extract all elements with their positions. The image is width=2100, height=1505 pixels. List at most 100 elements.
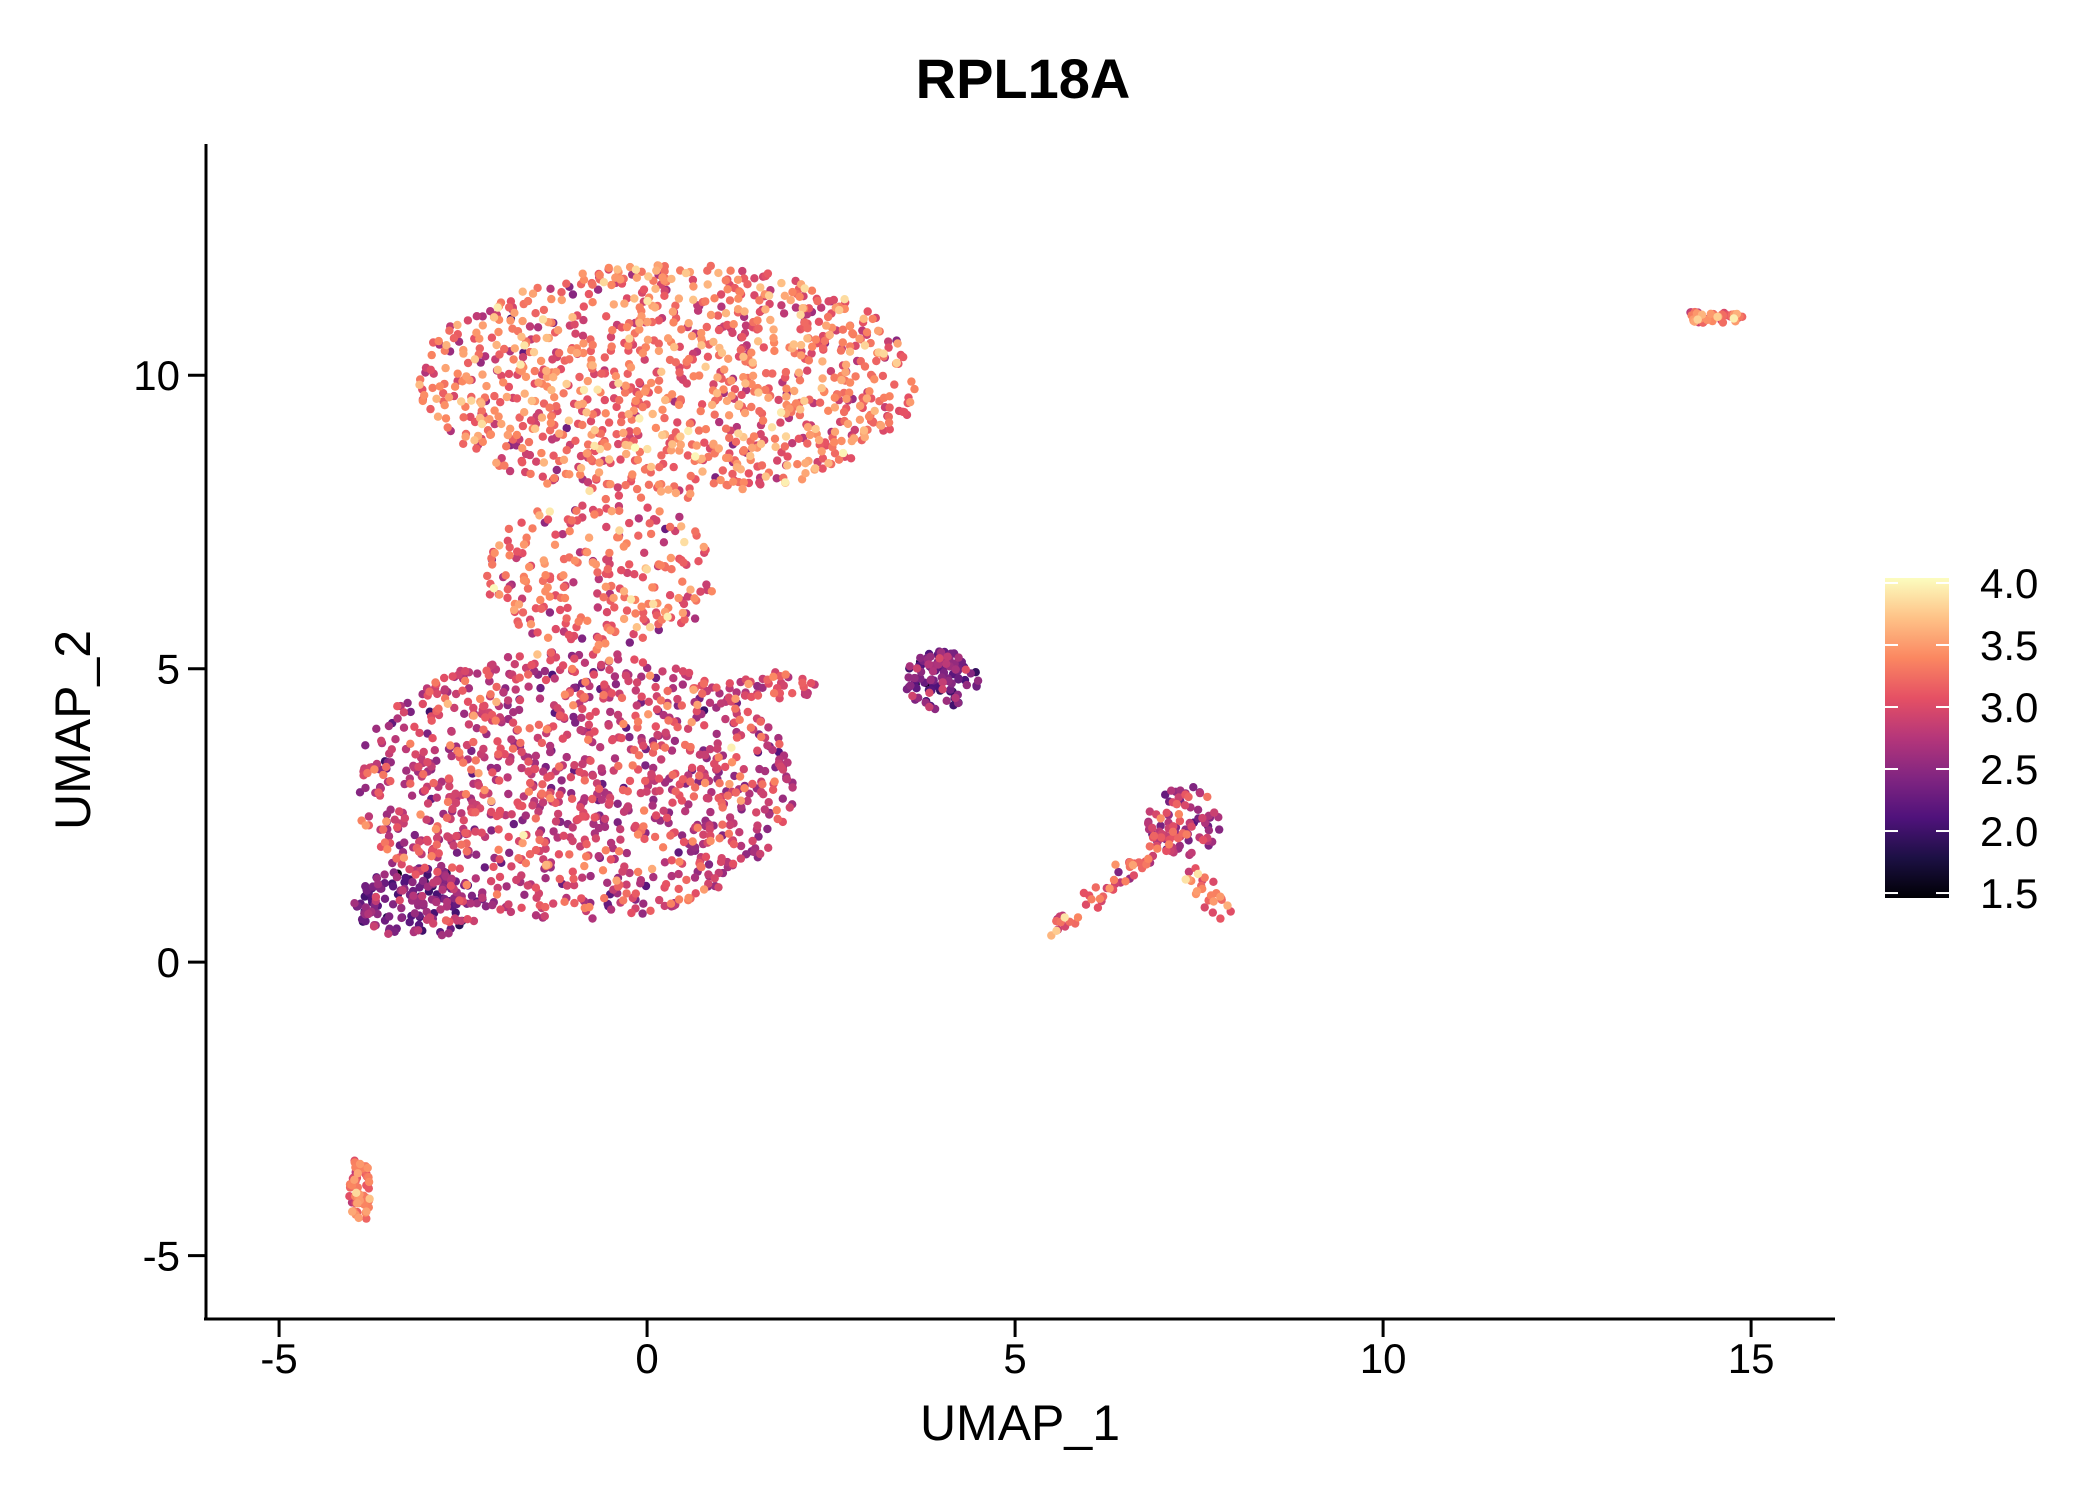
cell-point [597, 795, 606, 804]
cell-point [451, 689, 461, 699]
cell-point [457, 397, 466, 406]
cell-point [379, 825, 388, 834]
cell-point [667, 274, 676, 284]
cell-point [534, 807, 543, 816]
cell-point [467, 765, 476, 774]
cell-point [464, 720, 474, 729]
cell-point [619, 428, 628, 438]
cell-point [697, 862, 706, 872]
cell-point [488, 900, 497, 910]
cell-point [893, 339, 902, 348]
cell-point [676, 432, 685, 441]
cell-point [750, 274, 759, 283]
cell-point [862, 394, 872, 403]
cell-point [776, 762, 785, 771]
cell-point [736, 345, 745, 354]
cell-point [732, 733, 742, 742]
cell-point [554, 850, 564, 859]
cell-point [580, 658, 590, 667]
cell-point [727, 743, 736, 752]
cell-point [530, 758, 540, 768]
cell-point [588, 361, 597, 370]
cell-point [1145, 842, 1155, 851]
cell-point [601, 494, 610, 504]
cell-point [543, 633, 553, 642]
cell-point [502, 882, 511, 891]
cell-point [631, 821, 640, 831]
cell-point [370, 765, 379, 774]
cell-point [478, 312, 487, 321]
cell-point [926, 652, 935, 661]
cell-point [669, 462, 678, 472]
cell-point [681, 807, 690, 816]
cell-point [393, 823, 402, 832]
cell-point [620, 388, 630, 397]
cell-point [801, 469, 810, 478]
cell-point [525, 450, 535, 460]
cell-point [570, 654, 579, 663]
cell-point [528, 524, 537, 533]
cell-point [646, 529, 656, 539]
cell-point [606, 480, 615, 489]
cell-point [416, 810, 425, 819]
cell-point [700, 778, 710, 788]
cell-point [593, 385, 602, 394]
cell-point [472, 724, 481, 733]
cell-point [486, 307, 495, 316]
cell-point [855, 334, 864, 343]
cell-point [537, 738, 547, 748]
cell-point [1203, 792, 1212, 802]
cell-point [884, 343, 893, 352]
cell-point [675, 857, 684, 866]
cell-point [535, 511, 544, 520]
cell-point [463, 358, 473, 368]
cell-point [397, 913, 406, 923]
cell-point [492, 697, 501, 707]
cell-point [804, 356, 814, 365]
cell-point [780, 442, 790, 451]
cell-point [657, 755, 666, 764]
cell-point [643, 444, 652, 454]
cell-point [714, 883, 723, 892]
cell-point [578, 704, 587, 714]
cell-point [753, 337, 763, 346]
x-tick-label: 5 [1003, 1335, 1026, 1382]
cell-point [540, 912, 549, 921]
cell-point [543, 515, 553, 524]
cell-point [508, 744, 518, 753]
cell-point [578, 331, 588, 340]
cell-point [1195, 788, 1205, 798]
cell-point [594, 784, 604, 793]
cell-point [1121, 877, 1130, 886]
cell-point [553, 809, 563, 819]
cell-point [878, 371, 888, 381]
cell-point [517, 763, 526, 773]
cell-point [545, 507, 554, 516]
cell-point [539, 458, 549, 467]
cell-point [547, 412, 556, 421]
cell-point [1193, 805, 1203, 814]
cell-point [549, 722, 558, 731]
cell-point [626, 595, 636, 604]
cell-point [700, 721, 709, 730]
cell-point [663, 334, 673, 343]
cell-point [503, 536, 512, 545]
cell-point [582, 449, 592, 458]
cell-point [545, 426, 555, 435]
cell-point [669, 674, 678, 683]
cell-point [712, 683, 721, 692]
cell-point [350, 899, 359, 908]
cell-point [571, 436, 580, 445]
cell-point [384, 721, 394, 731]
cell-point [385, 912, 394, 921]
cell-point [562, 379, 571, 389]
cell-point [705, 698, 715, 707]
cell-point [507, 735, 516, 744]
cell-point [469, 711, 478, 720]
cell-point [636, 876, 646, 885]
cell-point [549, 827, 558, 836]
cell-point [689, 282, 698, 291]
cell-point [1149, 831, 1159, 840]
cell-point [564, 416, 573, 425]
cell-point [398, 886, 407, 895]
